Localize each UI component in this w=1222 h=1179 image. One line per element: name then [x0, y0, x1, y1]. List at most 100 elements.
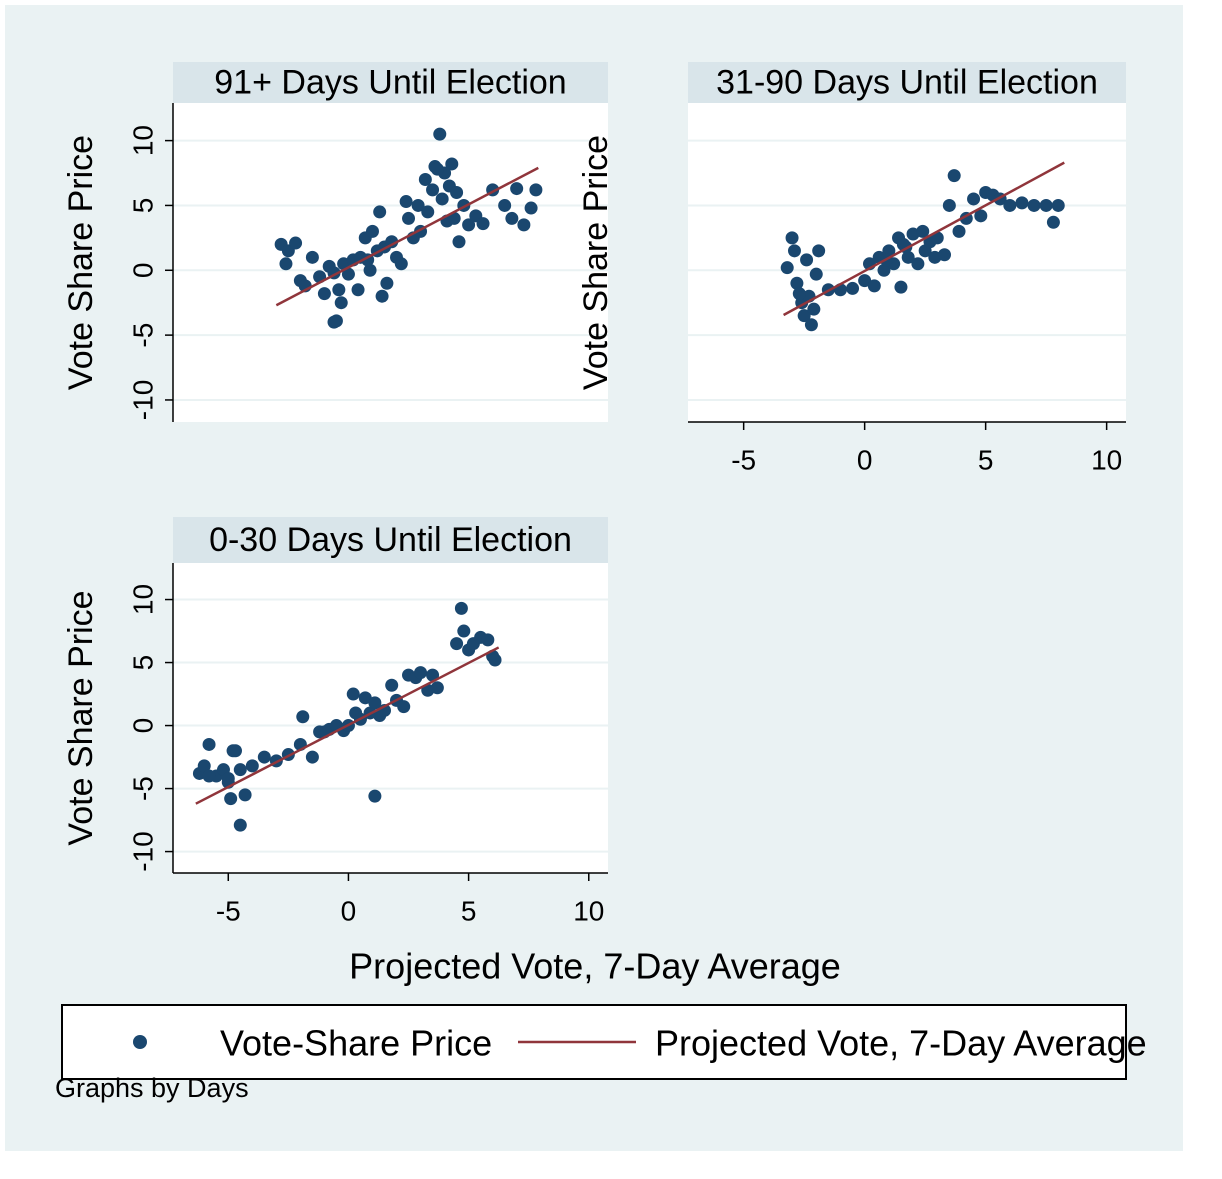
- point: [780, 261, 794, 275]
- point: [433, 127, 447, 141]
- point: [363, 263, 377, 277]
- point: [233, 818, 247, 832]
- point: [368, 789, 382, 803]
- point: [785, 231, 799, 245]
- x-tick-label: 10: [1091, 444, 1122, 475]
- point: [938, 248, 952, 262]
- point: [380, 276, 394, 290]
- point: [426, 183, 440, 197]
- point: [394, 257, 408, 271]
- panel-title: 0-30 Days Until Election: [209, 521, 572, 559]
- point: [804, 318, 818, 332]
- point: [202, 769, 216, 783]
- point: [517, 218, 531, 232]
- point: [1039, 198, 1053, 212]
- point: [332, 283, 346, 297]
- point: [289, 236, 303, 250]
- point: [498, 198, 512, 212]
- point: [445, 157, 459, 171]
- y-tick-label: 10: [127, 584, 158, 615]
- point: [529, 183, 543, 197]
- x-tick-label: 0: [857, 444, 873, 475]
- x-tick-label: 5: [978, 444, 994, 475]
- point: [430, 162, 444, 176]
- point: [488, 653, 502, 667]
- point: [402, 211, 416, 225]
- point: [809, 267, 823, 281]
- point: [399, 195, 413, 209]
- x-tick-label: -5: [216, 895, 241, 926]
- panel-title: 91+ Days Until Election: [214, 63, 566, 101]
- point: [505, 211, 519, 225]
- point: [457, 624, 471, 638]
- fit-line: [275, 166, 539, 307]
- point: [1051, 198, 1065, 212]
- title-strip: [173, 517, 608, 563]
- x-axis-label: Projected Vote, 7-Day Average: [349, 946, 841, 987]
- point: [426, 668, 440, 682]
- point: [385, 678, 399, 692]
- point: [787, 244, 801, 258]
- point: [279, 257, 293, 271]
- y-tick-label: -10: [127, 380, 158, 420]
- y-tick-label: 0: [127, 262, 158, 278]
- legend-label: Projected Vote, 7-Day Average: [655, 1023, 1147, 1064]
- x-tick-label: 5: [461, 895, 477, 926]
- y-tick-label: 5: [127, 655, 158, 671]
- point: [797, 309, 811, 323]
- point: [454, 601, 468, 615]
- point: [792, 287, 806, 301]
- y-tick-label: 5: [127, 198, 158, 214]
- point: [245, 759, 259, 773]
- point: [346, 687, 360, 701]
- legend-label: Vote-Share Price: [220, 1023, 492, 1064]
- fit-line: [782, 161, 1065, 317]
- y-axis-label: Vote Share Price: [577, 135, 615, 390]
- point: [375, 289, 389, 303]
- point: [911, 257, 925, 271]
- point: [867, 279, 881, 293]
- point: [257, 750, 271, 764]
- x-tick-label: 0: [341, 895, 357, 926]
- point: [800, 253, 814, 267]
- point: [1046, 215, 1060, 229]
- point: [877, 263, 891, 277]
- y-tick-label: -5: [127, 323, 158, 348]
- y-tick-label: -10: [127, 831, 158, 871]
- point: [296, 710, 310, 724]
- legend-marker: [133, 1035, 147, 1049]
- point: [305, 250, 319, 264]
- y-tick-label: 0: [127, 718, 158, 734]
- point: [226, 744, 240, 758]
- point: [967, 192, 981, 206]
- point: [1003, 198, 1017, 212]
- fit-line: [195, 646, 500, 805]
- point: [510, 182, 524, 196]
- point: [414, 666, 428, 680]
- point: [846, 281, 860, 295]
- point: [452, 235, 466, 249]
- point: [358, 691, 372, 705]
- point: [317, 287, 331, 301]
- point: [974, 209, 988, 223]
- panel-title: 31-90 Days Until Election: [716, 63, 1098, 101]
- point: [202, 737, 216, 751]
- point: [524, 201, 538, 215]
- x-tick-label: 10: [573, 895, 604, 926]
- point: [305, 750, 319, 764]
- point: [1015, 196, 1029, 210]
- point: [221, 771, 235, 785]
- y-axis-label: Vote Share Price: [62, 590, 100, 845]
- point: [341, 267, 355, 281]
- point: [411, 198, 425, 212]
- y-axis-label: Vote Share Price: [62, 135, 100, 390]
- point: [481, 633, 495, 647]
- point: [894, 280, 908, 294]
- point: [807, 302, 821, 316]
- point: [435, 192, 449, 206]
- point: [462, 218, 476, 232]
- point: [476, 217, 490, 231]
- point: [1027, 198, 1041, 212]
- point: [351, 283, 365, 297]
